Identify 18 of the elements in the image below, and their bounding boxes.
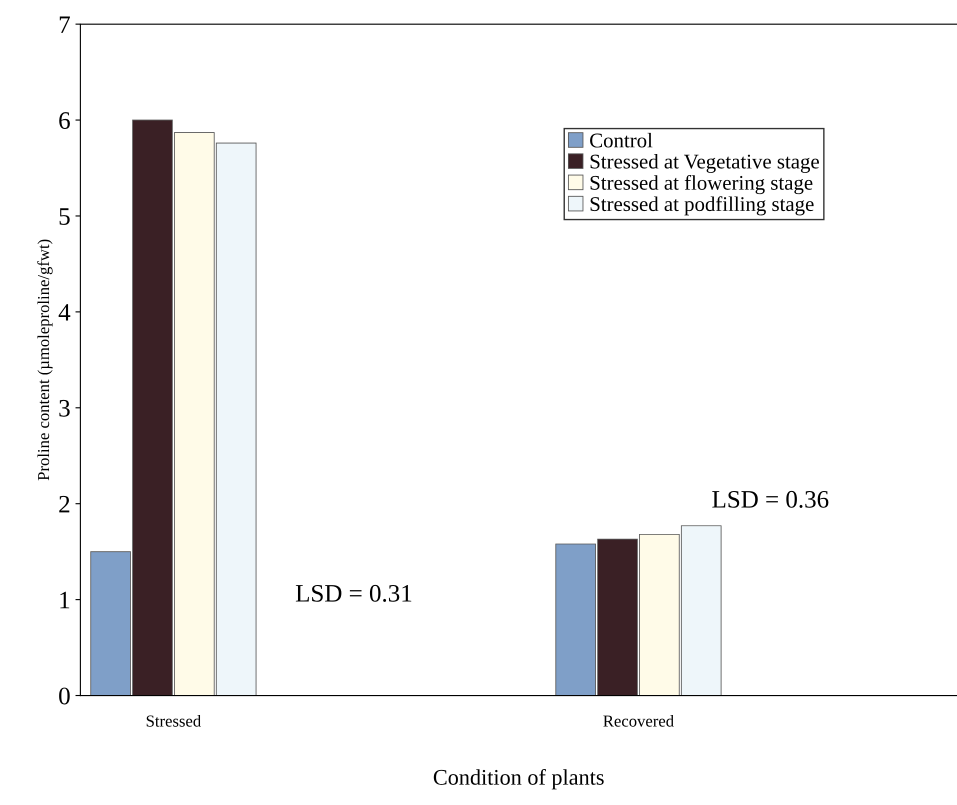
y-tick-label: 1: [60, 592, 70, 608]
x-tick-label: Recovered: [603, 714, 674, 727]
y-tick-label: 2: [59, 496, 70, 512]
legend-label: Stressed at podfilling stage: [590, 196, 814, 216]
x-axis-title: Condition of plants: [434, 768, 604, 790]
y-tick-label: 7: [60, 16, 70, 33]
legend-label: Control: [590, 132, 652, 148]
y-tick-label: 0: [59, 688, 70, 704]
y-tick-label: 3: [59, 400, 70, 417]
y-axis-title: Proline content (µmoleproline/gfwt): [37, 240, 53, 480]
annotation: LSD = 0.31: [296, 584, 412, 602]
y-tick-label: 4: [58, 304, 70, 321]
x-tick-label: Stressed: [146, 714, 201, 727]
annotation: LSD = 0.36: [712, 490, 828, 508]
legend-label: Stressed at flowering stage: [590, 174, 812, 194]
y-tick-label: 6: [59, 112, 70, 129]
legend-label: Stressed at Vegetative stage: [590, 154, 819, 173]
y-tick-label: 5: [60, 208, 70, 225]
